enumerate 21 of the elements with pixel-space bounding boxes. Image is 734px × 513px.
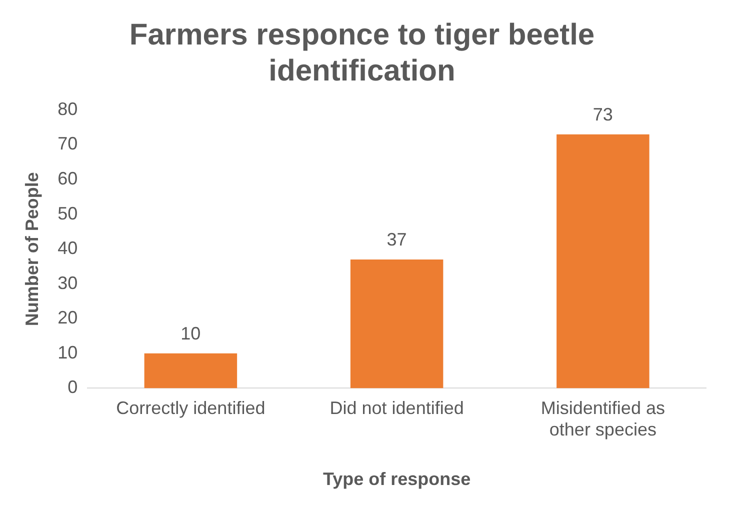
y-tick-label: 20: [58, 308, 78, 328]
data-label: 73: [592, 104, 613, 124]
y-tick-label: 60: [58, 168, 78, 189]
y-tick-label: 80: [58, 98, 78, 119]
bar: [350, 260, 444, 388]
data-label: 10: [180, 323, 201, 344]
chart-title: Farmers responce to tiger beetle identification: [129, 18, 595, 88]
x-tick-label: Correctly identified: [116, 398, 266, 418]
data-label: 37: [386, 230, 407, 250]
y-tick-label: 10: [58, 342, 78, 362]
bar: [556, 134, 650, 388]
x-tick-label: Misidentified as other species: [540, 398, 665, 440]
x-tick-label: Did not identified: [330, 398, 464, 418]
y-axis-title: Number of People: [22, 172, 42, 326]
y-tick-label: 40: [58, 238, 78, 258]
y-tick-label: 0: [68, 377, 78, 398]
y-tick-label: 70: [58, 134, 78, 154]
bar: [144, 353, 238, 388]
y-tick-label: 30: [58, 272, 78, 293]
y-tick-label: 50: [58, 203, 78, 224]
x-axis-title: Type of response: [322, 469, 471, 490]
